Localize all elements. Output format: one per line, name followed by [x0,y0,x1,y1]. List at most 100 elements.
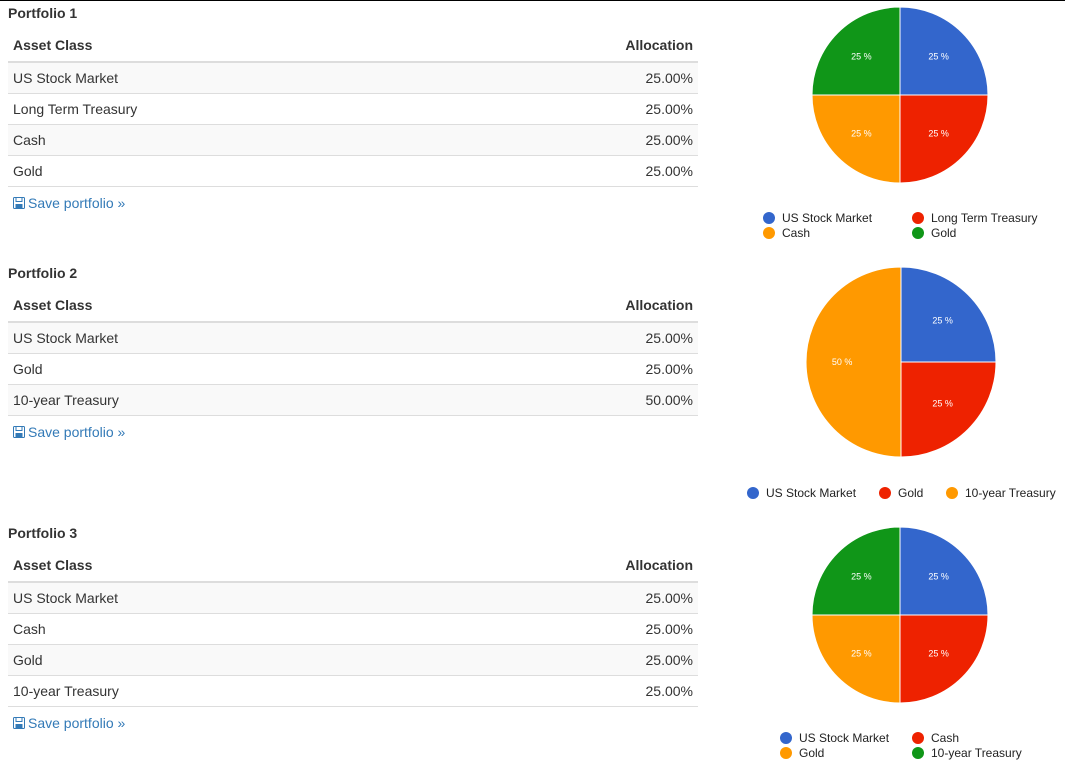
save-portfolio-link[interactable]: Save portfolio » [13,424,125,440]
pie-slice-label: 25 % [932,315,953,325]
allocation-cell: 25.00% [421,644,698,676]
table-header-row: Asset Class Allocation [8,289,698,323]
allocation-pie-chart: 25 % 25 % 25 % 25 % [811,6,989,184]
allocation-table: Asset Class Allocation US Stock Market 2… [8,289,698,416]
table-row: 10-year Treasury 25.00% [8,675,698,707]
legend-label: US Stock Market [782,211,873,225]
pie-slice [805,266,902,458]
portfolio-title: Portfolio 2 [8,265,78,281]
table-row: US Stock Market 25.00% [8,62,698,94]
legend-item: 10-year Treasury [946,486,1056,500]
table-row: Gold 25.00% [8,155,698,187]
asset-cell: Gold [8,644,422,676]
table-header-row: Asset Class Allocation [8,29,698,63]
legend-label: Gold [799,746,825,760]
pie-slice [811,6,901,96]
legend-dot [763,227,775,239]
floppy-disk-icon [13,717,25,729]
asset-cell: Gold [8,155,446,187]
legend-item: US Stock Market [763,211,872,225]
allocation-table: Asset Class Allocation US Stock Market 2… [8,29,698,187]
asset-cell: Cash [8,613,422,645]
allocation-header: Allocation [421,549,698,583]
portfolio-title: Portfolio 3 [8,525,78,541]
asset-class-header: Asset Class [8,289,422,323]
legend-item: US Stock Market [747,486,856,500]
allocation-cell: 25.00% [445,155,698,187]
legend-item: Long Term Treasury [912,211,1038,225]
legend-dot [780,732,792,744]
portfolio-title: Portfolio 1 [8,5,78,21]
legend-dot [946,487,958,499]
legend-label: Long Term Treasury [931,211,1038,225]
legend-item: US Stock Market [780,731,889,745]
legend-dot [912,732,924,744]
legend-label: Gold [898,486,924,500]
legend-label: Gold [931,226,957,240]
table-row: Cash 25.00% [8,613,698,645]
asset-cell: 10-year Treasury [8,384,422,416]
asset-cell: 10-year Treasury [8,675,422,707]
legend-label: Cash [931,731,960,745]
legend-label: Cash [782,226,811,240]
allocation-header: Allocation [445,29,698,63]
legend-label: US Stock Market [766,486,857,500]
legend-label: US Stock Market [799,731,890,745]
legend-dot [780,747,792,759]
pie-slice [899,526,989,616]
pie-slice-label: 25 % [928,51,949,61]
pie-slice-label: 25 % [851,571,872,581]
allocation-header: Allocation [421,289,698,323]
allocation-cell: 25.00% [421,322,698,354]
asset-cell: US Stock Market [8,582,422,614]
legend-dot [912,227,924,239]
allocation-pie-chart: 25 % 25 % 50 % [805,266,997,458]
table-row: Long Term Treasury 25.00% [8,93,698,125]
pie-slice-label: 25 % [851,51,872,61]
legend-item: Gold [912,226,956,240]
legend-dot [912,212,924,224]
save-portfolio-link[interactable]: Save portfolio » [13,195,125,211]
table-row: Gold 25.00% [8,353,698,385]
legend-item: Gold [879,486,923,500]
pie-slice-label: 25 % [851,129,872,139]
save-portfolio-label: Save portfolio » [28,424,126,440]
asset-class-header: Asset Class [8,29,446,63]
save-portfolio-label: Save portfolio » [28,195,126,211]
table-row: Cash 25.00% [8,124,698,156]
pie-slice [811,614,901,704]
allocation-cell: 25.00% [421,613,698,645]
allocation-cell: 25.00% [421,675,698,707]
legend-dot [747,487,759,499]
legend-dot [879,487,891,499]
asset-cell: US Stock Market [8,62,446,94]
save-portfolio-label: Save portfolio » [28,715,126,731]
legend-dot [912,747,924,759]
table-row: Gold 25.00% [8,644,698,676]
pie-slice [811,526,901,616]
allocation-cell: 50.00% [421,384,698,416]
pie-slice-label: 50 % [832,357,853,367]
legend-label: 10-year Treasury [931,746,1022,760]
pie-slice [900,361,997,458]
pie-slice-label: 25 % [928,649,949,659]
table-row: US Stock Market 25.00% [8,322,698,354]
pie-slice [899,614,989,704]
asset-cell: Long Term Treasury [8,93,446,125]
floppy-disk-icon [13,426,25,438]
allocation-cell: 25.00% [421,582,698,614]
allocation-cell: 25.00% [421,353,698,385]
table-row: US Stock Market 25.00% [8,582,698,614]
allocation-cell: 25.00% [445,93,698,125]
legend-item: 10-year Treasury [912,746,1022,760]
allocation-table: Asset Class Allocation US Stock Market 2… [8,549,698,707]
pie-slice-label: 25 % [928,571,949,581]
legend-item: Cash [912,731,959,745]
pie-slice-label: 25 % [932,399,953,409]
pie-slice [900,266,997,363]
table-header-row: Asset Class Allocation [8,549,698,583]
floppy-disk-icon [13,197,25,209]
allocation-pie-chart: 25 % 25 % 25 % 25 % [811,526,989,704]
pie-slice [811,94,901,184]
save-portfolio-link[interactable]: Save portfolio » [13,715,125,731]
